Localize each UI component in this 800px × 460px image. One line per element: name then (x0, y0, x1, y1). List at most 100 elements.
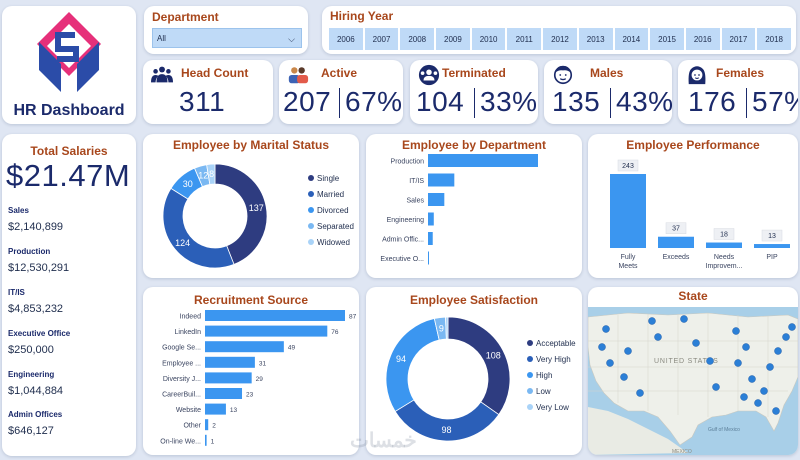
year-button-2007[interactable]: 2007 (364, 28, 399, 50)
performance-bar[interactable] (754, 244, 790, 248)
recruitment-value-label: 1 (211, 438, 215, 445)
marital-donut-chart: 137 Single 124 Married 30 Divorced 12 Separated… (162, 163, 354, 269)
department-bar[interactable] (428, 173, 455, 187)
performance-bar[interactable] (706, 242, 742, 248)
females-percent: 57% (752, 86, 798, 117)
map-point[interactable] (748, 375, 756, 383)
map-point[interactable] (602, 325, 610, 333)
year-button-2013[interactable]: 2013 (578, 28, 613, 50)
map-point[interactable] (754, 399, 762, 407)
map-point[interactable] (772, 407, 780, 415)
legend-label[interactable]: Single (317, 174, 340, 183)
recruitment-value-label: 23 (246, 392, 254, 399)
map-point[interactable] (732, 327, 740, 335)
department-bar[interactable] (428, 154, 538, 167)
year-button-2015[interactable]: 2015 (650, 28, 684, 50)
map-point[interactable] (636, 389, 644, 397)
year-button-2008[interactable]: 2008 (400, 28, 435, 50)
map-point[interactable] (712, 383, 720, 391)
performance-bar[interactable] (610, 174, 646, 248)
map-point[interactable] (620, 373, 628, 381)
year-button-2011[interactable]: 2011 (507, 28, 542, 50)
female-icon (688, 66, 706, 85)
donut-slice[interactable] (206, 163, 216, 185)
recruitment-bar[interactable] (205, 341, 284, 353)
females-label: Females (716, 66, 765, 80)
donut-slice[interactable] (162, 187, 235, 269)
map-point[interactable] (766, 363, 774, 371)
map-point[interactable] (680, 315, 688, 323)
map-point[interactable] (692, 339, 700, 347)
year-button-2014[interactable]: 2014 (614, 28, 649, 50)
performance-chart-card: Employee Performance 243 Fully Meets 37 Exce… (588, 134, 798, 278)
performance-value-box (761, 229, 783, 242)
department-bar[interactable] (428, 212, 434, 226)
recruitment-tick-label: On-line We... (160, 438, 201, 445)
donut-slice[interactable] (214, 163, 268, 265)
legend-label[interactable]: Married (317, 190, 344, 199)
map-point[interactable] (742, 343, 750, 351)
recruitment-bar[interactable] (205, 356, 255, 368)
map-point[interactable] (624, 347, 632, 355)
salary-item-value: $1,044,884 (8, 385, 64, 397)
year-button-2016[interactable]: 2016 (685, 28, 720, 50)
map-point[interactable] (774, 347, 782, 355)
map-point[interactable] (740, 393, 748, 401)
legend-label[interactable]: High (536, 371, 552, 380)
donut-slice[interactable] (385, 318, 440, 412)
donut-value-label: 8 (209, 169, 214, 179)
dashboard-title: HR Dashboard (13, 102, 125, 119)
year-button-2012[interactable]: 2012 (543, 28, 577, 50)
legend-label[interactable]: Low (536, 387, 551, 396)
map-point[interactable] (598, 343, 606, 351)
recruitment-value-label: 49 (288, 345, 296, 352)
recruitment-tick-label: Website (176, 407, 201, 414)
salary-item-name: Admin Offices (8, 410, 63, 419)
hiring-year-label: Hiring Year (330, 9, 394, 23)
map-point[interactable] (760, 387, 768, 395)
recruitment-bar[interactable] (205, 434, 207, 446)
performance-bar[interactable] (658, 236, 694, 248)
department-bar[interactable] (428, 251, 429, 265)
map-point[interactable] (654, 333, 662, 341)
map-point[interactable] (648, 317, 656, 325)
females-value: 176 (688, 86, 737, 117)
department-bar[interactable] (428, 193, 445, 206)
males-percent: 43% (616, 86, 672, 117)
legend-label[interactable]: Divorced (317, 206, 349, 215)
salary-item-value: $646,127 (8, 425, 54, 437)
salary-item-name: Executive Office (8, 329, 71, 338)
department-chart-card: Employee by Department Production IT/IS Sa… (366, 134, 582, 278)
map-point[interactable] (606, 359, 614, 367)
recruitment-bar[interactable] (205, 372, 252, 384)
recruitment-bar[interactable] (205, 419, 209, 431)
recruitment-bar[interactable] (205, 388, 243, 399)
map-point[interactable] (734, 359, 742, 367)
year-button-2009[interactable]: 2009 (436, 28, 470, 50)
marital-chart-title: Employee by Marital Status (172, 138, 330, 152)
legend-marker (308, 207, 314, 213)
year-button-2010[interactable]: 2010 (471, 28, 506, 50)
donut-slice[interactable] (447, 316, 511, 416)
salary-item-name: IT/IS (8, 288, 25, 297)
map-point[interactable] (788, 323, 796, 331)
map-point[interactable] (782, 333, 790, 341)
legend-label[interactable]: Very High (536, 355, 571, 364)
legend-label[interactable]: Widowed (317, 238, 350, 247)
recruitment-bar[interactable] (205, 310, 345, 321)
legend-label[interactable]: Separated (317, 222, 354, 231)
department-bar[interactable] (428, 232, 433, 245)
legend-label[interactable]: Acceptable (536, 339, 576, 348)
performance-value-box (713, 228, 735, 240)
us-map[interactable]: UNITED STATES Gulf of Mexico MEXICO (588, 307, 798, 455)
year-button-2017[interactable]: 2017 (721, 28, 756, 50)
donut-slice[interactable] (445, 316, 449, 340)
map-point[interactable] (706, 357, 714, 365)
recruitment-bar[interactable] (205, 403, 226, 415)
year-button-2006[interactable]: 2006 (329, 28, 363, 50)
marital-status-chart-card: Employee by Marital Status 137 Single 124 M… (143, 134, 359, 278)
department-dropdown[interactable]: All ⌵ (152, 28, 302, 48)
year-button-2018[interactable]: 2018 (757, 28, 791, 50)
legend-label[interactable]: Very Low (536, 403, 569, 412)
recruitment-bar[interactable] (205, 325, 328, 337)
